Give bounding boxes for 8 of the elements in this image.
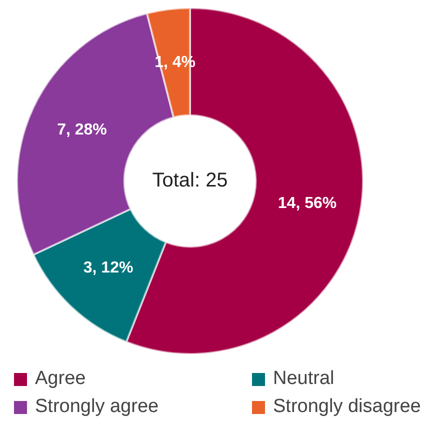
text: Total: 25 [152, 170, 228, 192]
legend-label: Strongly disagree [273, 396, 421, 418]
data-label: 3, 12% [83, 259, 134, 276]
legend-label: Neutral [273, 368, 334, 390]
data-label: 14, 56% [278, 194, 337, 212]
legend-label: Strongly agree [35, 396, 159, 418]
data-label: 7, 28% [57, 122, 107, 139]
legend-label: Agree [35, 368, 86, 390]
